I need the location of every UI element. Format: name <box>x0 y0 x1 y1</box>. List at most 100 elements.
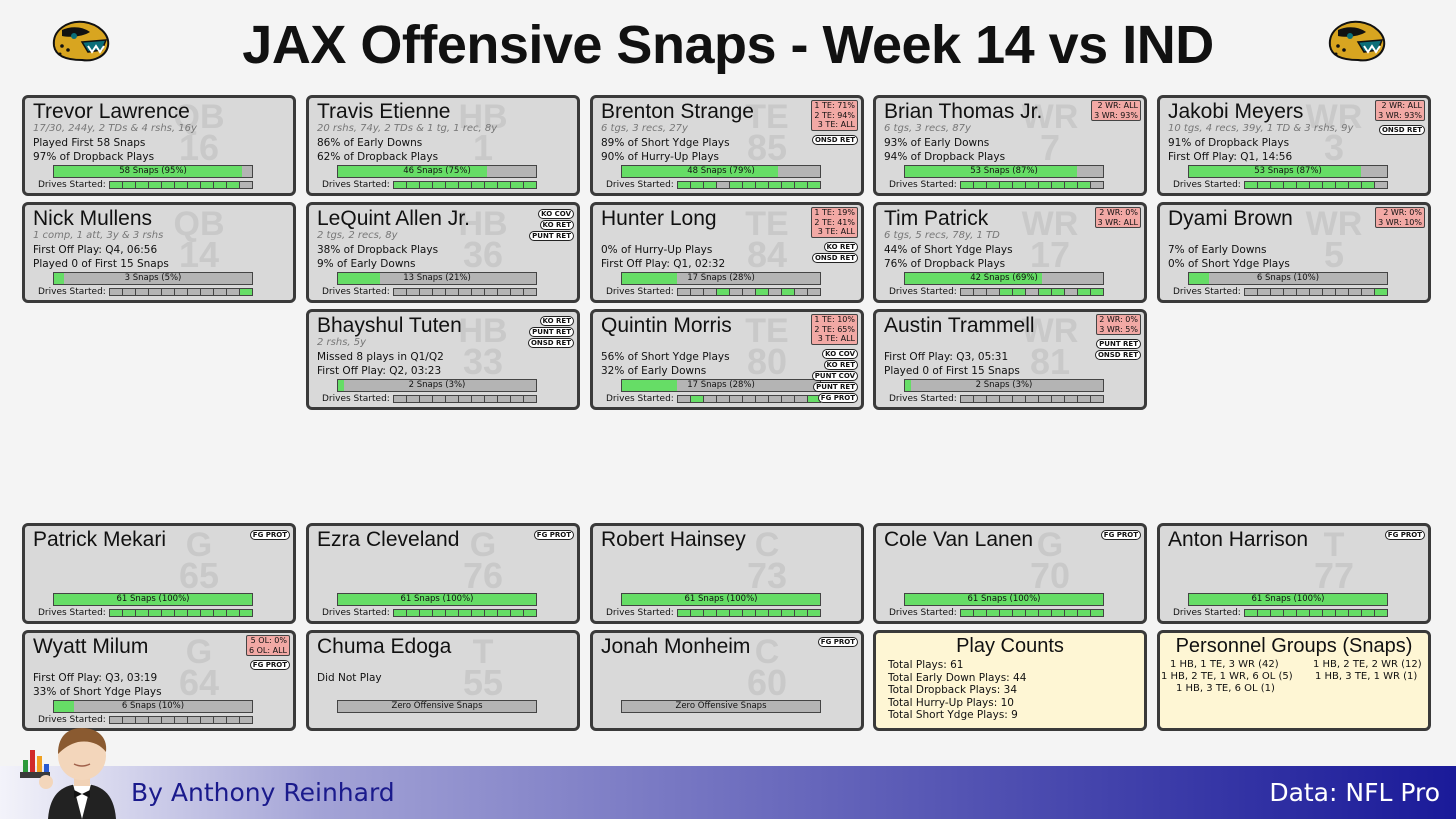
drive-segment <box>227 717 240 723</box>
player-note-1: First Off Play: Q4, 06:56 <box>33 244 158 256</box>
drive-segment <box>1310 289 1323 295</box>
drive-segment <box>511 289 524 295</box>
snap-share-label: 2 Snaps (3%) <box>975 380 1033 390</box>
drives-started-label: Drives Started: <box>606 180 674 190</box>
drive-segment <box>420 610 433 616</box>
special-teams-tag: FG PROT <box>249 660 290 670</box>
drive-segment <box>149 610 162 616</box>
drive-segment <box>136 610 149 616</box>
drives-started-strip <box>1244 288 1388 296</box>
special-teams-tag: ONSD RET <box>1094 350 1141 360</box>
drive-segment <box>188 717 201 723</box>
snap-share-fill <box>905 594 1103 605</box>
play-count-line: Total Short Ydge Plays: 9 <box>888 709 1018 721</box>
player-name: Bhayshul Tuten <box>317 314 462 337</box>
drive-segment <box>1284 610 1297 616</box>
drive-segment <box>1052 182 1065 188</box>
butler-avatar <box>18 720 148 819</box>
drive-segment <box>446 289 459 295</box>
jersey-number-watermark: 84 <box>746 234 788 275</box>
position-watermark: WR <box>1021 312 1079 350</box>
snap-share-bar: 17 Snaps (28%) <box>621 272 821 285</box>
position-watermark: WR <box>1021 205 1079 243</box>
snap-share-fill <box>54 166 243 177</box>
drives-started-strip <box>960 609 1104 617</box>
player-note-2: 94% of Dropback Plays <box>884 151 1006 163</box>
drive-segment <box>110 182 123 188</box>
snap-share-fill <box>622 273 678 284</box>
drive-segment <box>730 396 743 402</box>
position-watermark: QB <box>173 205 225 243</box>
drive-segment <box>1091 182 1103 188</box>
player-note-1: First Off Play: Q3, 05:31 <box>884 351 1009 363</box>
snap-share-bar: 61 Snaps (100%) <box>904 593 1104 606</box>
drive-segment <box>136 289 149 295</box>
jersey-number-watermark: 55 <box>462 662 504 703</box>
drive-segment <box>961 610 974 616</box>
drive-segment <box>188 610 201 616</box>
drive-segment <box>782 396 795 402</box>
drive-segment <box>691 182 704 188</box>
player-name: Chuma Edoga <box>317 635 452 658</box>
play-count-line: Total Dropback Plays: 34 <box>888 684 1018 696</box>
drive-segment <box>1013 289 1026 295</box>
drive-segment <box>472 182 485 188</box>
snap-share-bar: 17 Snaps (28%) <box>621 379 821 392</box>
drive-segment <box>420 289 433 295</box>
drive-segment <box>704 289 717 295</box>
drive-segment <box>201 182 214 188</box>
drive-segment <box>1000 289 1013 295</box>
drive-segment <box>1362 289 1375 295</box>
player-name: Trevor Lawrence <box>33 100 190 123</box>
drive-segment <box>511 610 524 616</box>
drive-segment <box>524 182 536 188</box>
jersey-number-watermark: 60 <box>746 662 788 703</box>
snap-share-label: 3 Snaps (5%) <box>124 273 182 283</box>
drive-segment <box>214 182 227 188</box>
drive-segment <box>446 396 459 402</box>
jersey-number-watermark: 17 <box>1029 234 1071 275</box>
player-note-2: First Off Play: Q2, 03:23 <box>317 365 442 377</box>
drive-segment <box>485 396 498 402</box>
snap-share-label: 48 Snaps (79%) <box>687 166 755 176</box>
special-teams-tags: KO COV KO RET PUNT COV PUNT RET FG PROT <box>811 348 858 403</box>
player-note-2: Played 0 of First 15 Snaps <box>884 365 1020 377</box>
drive-segment <box>704 610 717 616</box>
drive-segment <box>472 396 485 402</box>
personnel-entry: 1 HB, 3 TE, 1 WR (1) <box>1315 671 1418 682</box>
drive-segment <box>1323 610 1336 616</box>
drive-segment <box>743 289 756 295</box>
drive-segment <box>1245 610 1258 616</box>
jersey-number-watermark: 64 <box>178 662 220 703</box>
snap-share-bar: 58 Snaps (95%) <box>53 165 253 178</box>
drive-segment <box>1026 396 1039 402</box>
drive-segment <box>717 289 730 295</box>
special-teams-tag: ONSD RET <box>811 134 858 145</box>
player-note-1: 56% of Short Ydge Plays <box>601 351 730 363</box>
drives-started-label: Drives Started: <box>322 287 390 297</box>
drive-segment <box>498 182 511 188</box>
drive-segment <box>511 182 524 188</box>
drive-segment <box>1336 182 1349 188</box>
drive-segment <box>1284 182 1297 188</box>
drive-segment <box>1349 610 1362 616</box>
player-stat-line: 17/30, 244y, 2 TDs & 4 rshs, 16y <box>33 123 197 134</box>
jersey-number-watermark: 70 <box>1029 555 1071 596</box>
player-card: TE 80 Quintin Morris 56% of Short Ydge Play… <box>590 309 864 410</box>
author-byline: By Anthony Reinhard <box>131 778 395 807</box>
player-card: HB 33 Bhayshul Tuten 2 rshs, 5y Missed 8 pla… <box>306 309 580 410</box>
drive-segment <box>678 610 691 616</box>
snap-share-fill <box>622 166 779 177</box>
position-watermark: HB <box>458 312 508 350</box>
drive-segment <box>1245 289 1258 295</box>
role-share-line: 3 WR: 93% <box>1378 110 1422 120</box>
drive-segment <box>1026 182 1039 188</box>
role-share-line: 2 WR: ALL <box>1381 101 1422 110</box>
drive-segment <box>394 289 407 295</box>
drive-segment <box>1013 610 1026 616</box>
special-teams-tags: FG PROT <box>533 530 574 540</box>
special-teams-tag: KO RET <box>539 316 574 326</box>
player-name: Dyami Brown <box>1168 207 1293 230</box>
drive-segment <box>524 289 536 295</box>
drive-segment <box>214 289 227 295</box>
